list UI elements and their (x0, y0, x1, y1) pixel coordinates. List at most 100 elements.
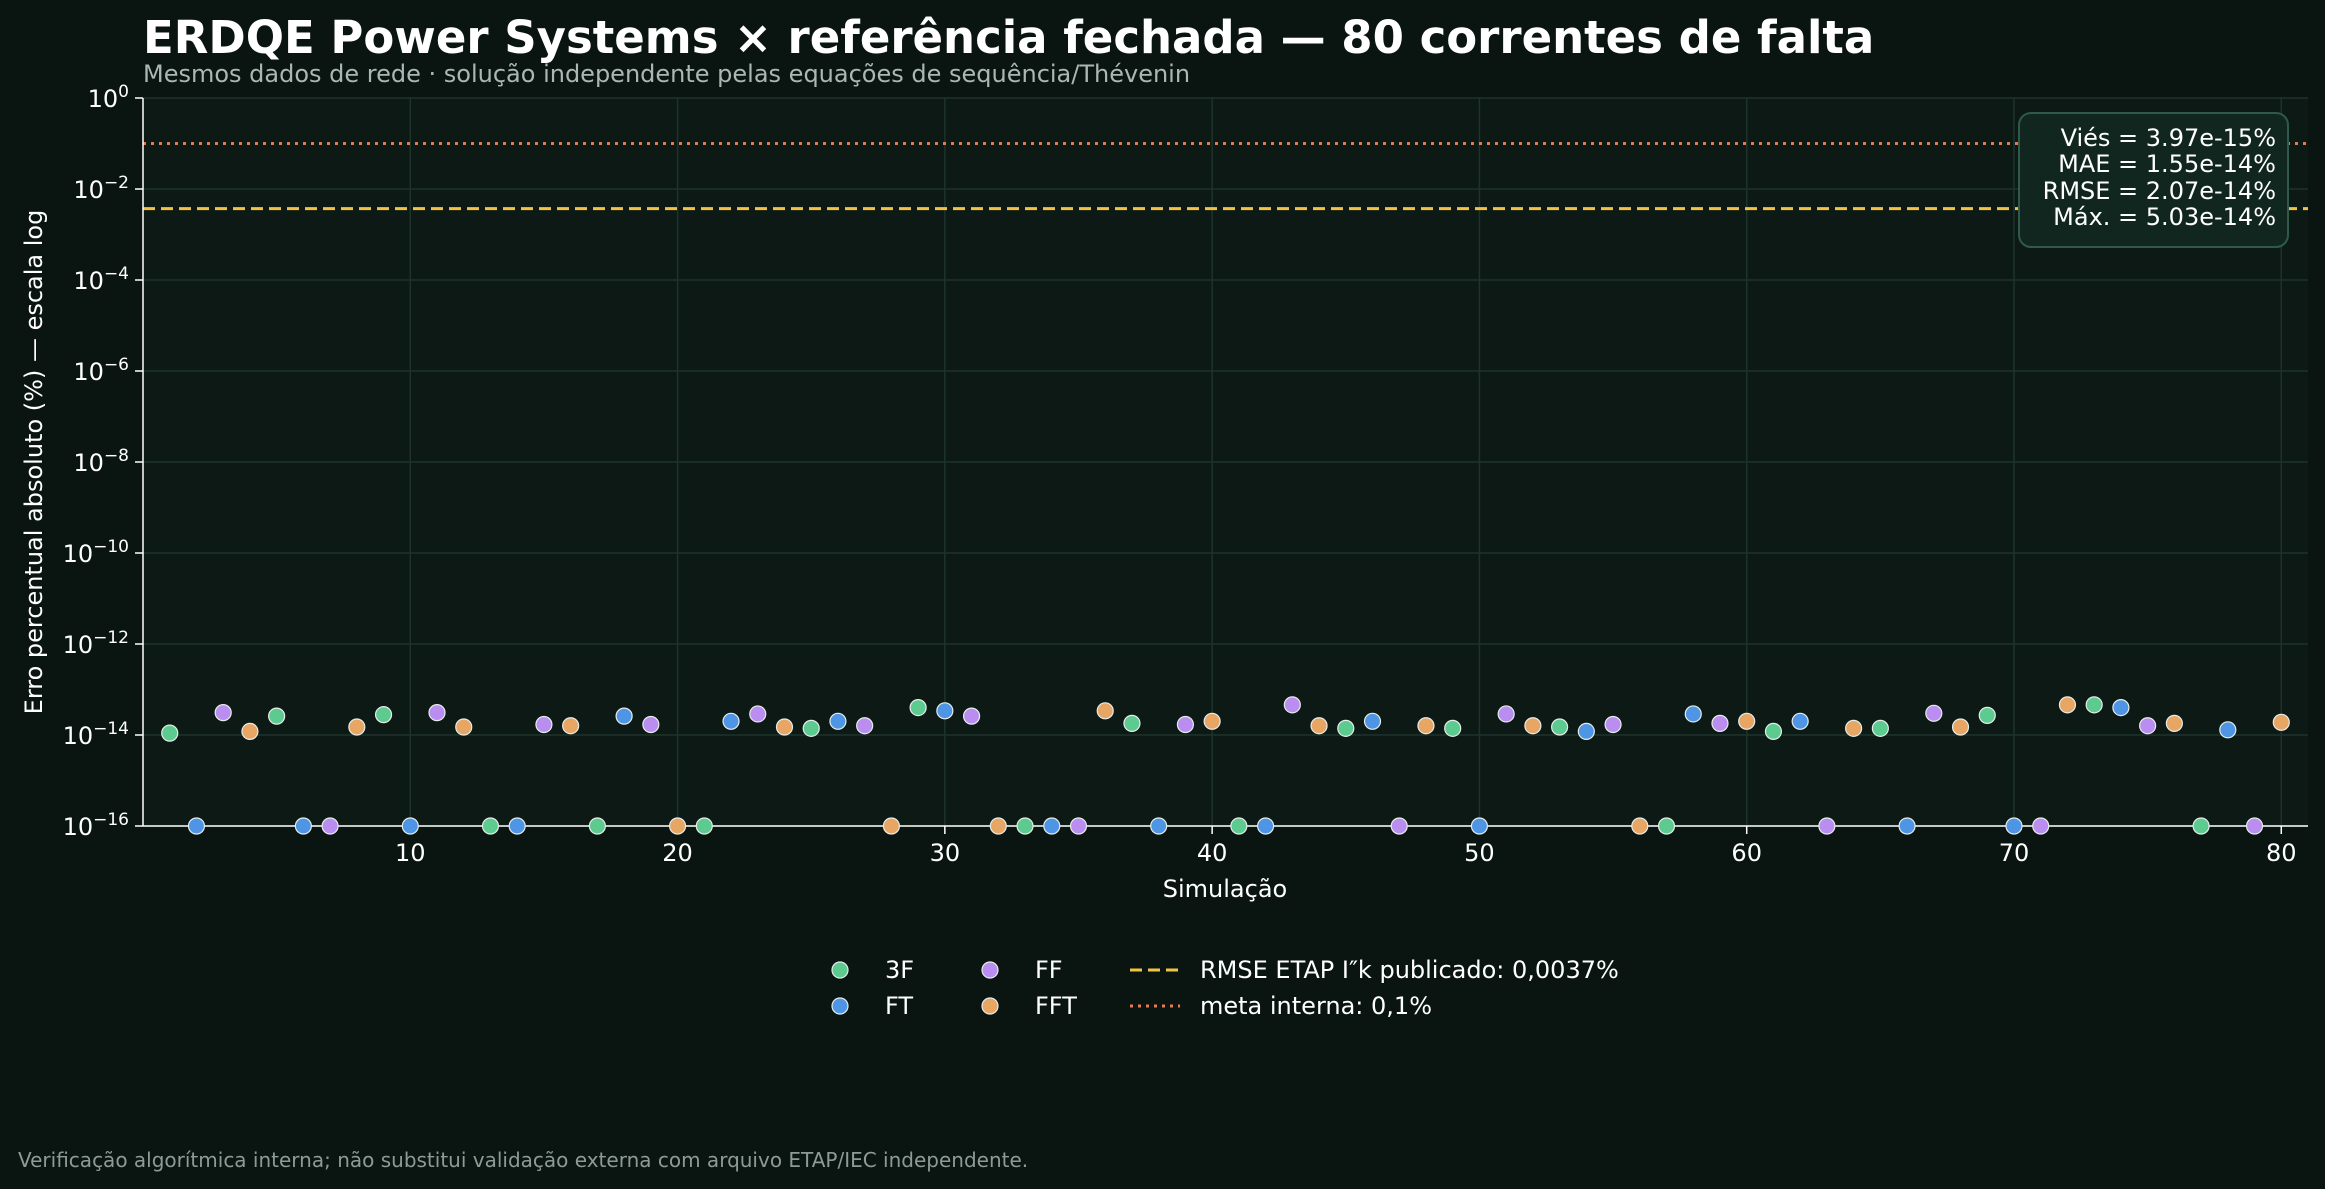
data-point-3f (481, 817, 500, 835)
data-point-ft (1577, 722, 1595, 740)
data-point-ff (428, 704, 446, 722)
data-point-3f (1871, 719, 1889, 737)
data-point-ff (1604, 715, 1622, 734)
data-point-ft (1150, 817, 1168, 835)
legend-label-3f: 3F (885, 956, 914, 984)
data-point-fft (1203, 712, 1221, 730)
grid (143, 97, 2308, 827)
chart-subtitle: Mesmos dados de rede · solução independe… (143, 60, 1190, 88)
y-axis-label: Erro percentual absoluto (%) — escala lo… (20, 210, 48, 715)
data-point-ff (2032, 817, 2050, 835)
data-point-ff (1176, 715, 1195, 734)
reference-lines (143, 142, 2308, 211)
data-point-ft (2112, 699, 2130, 717)
data-point-3f (1444, 719, 1462, 737)
data-point-fft (668, 817, 687, 835)
data-point-ft (1684, 705, 1702, 723)
data-point-ff (1390, 817, 1408, 835)
data-point-3f (1123, 714, 1141, 732)
legend-marker-fft (981, 997, 999, 1015)
data-point-ff (1283, 696, 1301, 714)
data-point-ff (962, 707, 981, 725)
data-point-ft (722, 712, 740, 730)
legend-marker-ft (831, 997, 849, 1015)
data-point-fft (1524, 717, 1542, 735)
data-point-3f (588, 817, 606, 835)
data-point-fft (1417, 717, 1435, 735)
data-point-fft (1951, 718, 1970, 736)
data-point-3f (1978, 706, 1996, 724)
y-tick-label: 10−16 (63, 810, 129, 841)
data-point-fft (1845, 719, 1863, 737)
scatter-points (161, 696, 2290, 835)
legend-label-fft: FFT (1035, 992, 1077, 1020)
data-point-3f (161, 724, 179, 742)
legend-marker-ff (981, 961, 999, 979)
stats-rmse: RMSE = 2.07e-14% (2043, 177, 2276, 205)
data-point-ft (829, 712, 847, 730)
y-tick-label: 10−4 (73, 264, 129, 295)
legend-label-ft: FT (885, 992, 913, 1020)
data-point-ff (749, 705, 767, 723)
data-point-fft (348, 718, 366, 736)
data-point-ft (1898, 817, 1916, 835)
data-point-3f (1016, 817, 1034, 835)
data-point-ff (856, 717, 874, 735)
data-point-3f (1230, 817, 1248, 835)
stats-box-frame (2018, 112, 2289, 248)
data-point-3f (1764, 722, 1783, 740)
x-axis-label: Simulação (1163, 875, 1287, 903)
y-tick-label: 10−8 (73, 446, 129, 477)
data-point-3f (268, 707, 286, 725)
x-tick-label: 20 (662, 839, 693, 867)
data-point-ff (642, 715, 660, 734)
data-point-ft (508, 817, 526, 835)
data-point-ff (1069, 817, 1088, 835)
data-point-ft (1363, 712, 1382, 730)
data-point-3f (2192, 817, 2210, 835)
stats-max: Máx. = 5.03e-14% (2053, 203, 2276, 231)
data-point-3f (802, 719, 820, 737)
data-point-ft (2219, 721, 2237, 739)
data-point-fft (241, 722, 259, 740)
data-point-ft (615, 707, 633, 725)
data-point-ff (1925, 704, 1943, 722)
stats-bias: Viés = 3.97e-15% (2061, 124, 2276, 152)
data-point-fft (882, 817, 900, 835)
data-point-ft (1791, 712, 1809, 730)
data-point-ft (294, 817, 312, 835)
data-point-3f (2085, 696, 2103, 714)
data-point-fft (2165, 714, 2183, 732)
data-point-ff (2139, 717, 2157, 735)
data-point-fft (1738, 712, 1756, 730)
y-tick-label: 10−12 (63, 628, 129, 659)
axes: 10 20 30 40 50 60 70 80 100 10−2 10−4 10−6 10−8 10−10… (63, 82, 2308, 867)
x-tick-label: 70 (1999, 839, 2030, 867)
stats-mae: MAE = 1.55e-14% (2058, 150, 2276, 178)
data-point-ff (321, 817, 339, 835)
data-point-ff (214, 704, 232, 722)
legend-label-ff: FF (1035, 956, 1063, 984)
y-tick-label: 10−10 (63, 537, 129, 568)
data-point-3f (695, 817, 713, 835)
data-point-3f (1657, 817, 1676, 835)
legend: 3F FT FF FFT RMSE ETAP I″k publicado: 0,… (831, 956, 1619, 1020)
data-point-fft (1631, 817, 1649, 835)
y-tick-label: 10−6 (73, 355, 129, 386)
data-point-3f (1551, 718, 1569, 736)
data-point-fft (775, 718, 794, 736)
chart-title: ERDQE Power Systems × referência fechada… (143, 11, 1874, 64)
footer-note: Verificação algorítmica interna; não sub… (18, 1148, 1028, 1172)
data-point-fft (989, 817, 1007, 835)
x-tick-label: 40 (1197, 839, 1228, 867)
x-tick-label: 50 (1464, 839, 1495, 867)
data-point-ft (401, 817, 419, 835)
data-point-fft (562, 717, 580, 735)
data-point-fft (1310, 717, 1328, 735)
x-tick-label: 60 (1731, 839, 1762, 867)
y-tick-label: 100 (88, 82, 129, 113)
legend-label-goal: meta interna: 0,1% (1200, 992, 1432, 1020)
x-tick-label: 30 (930, 839, 961, 867)
y-tick-label: 10−14 (63, 719, 129, 750)
